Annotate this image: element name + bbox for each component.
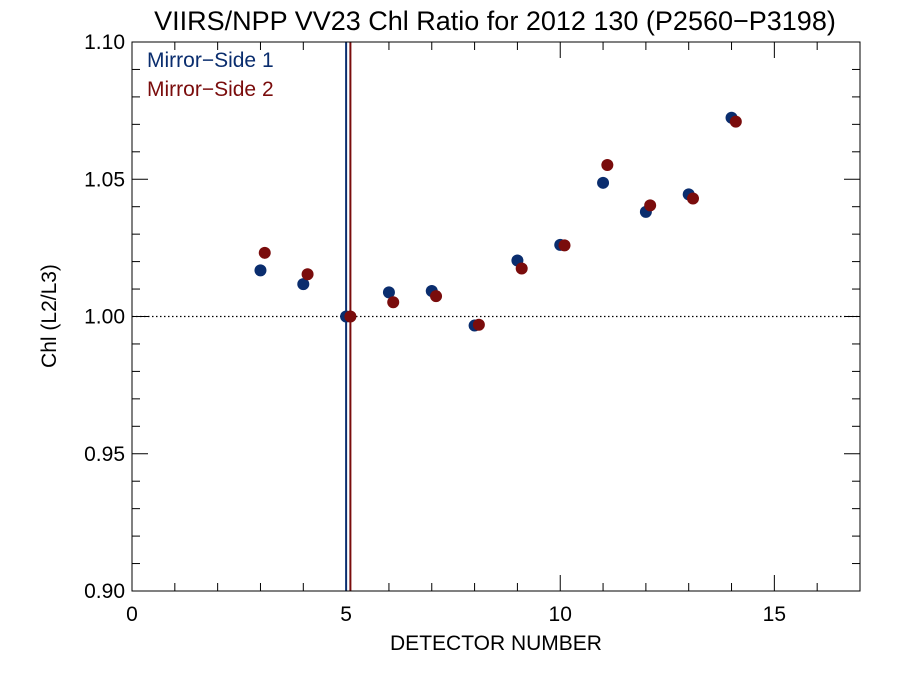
y-tick-label: 1.00 xyxy=(84,306,125,329)
series-2-point xyxy=(729,115,742,128)
y-tick-label: 1.10 xyxy=(84,31,125,54)
series-2-point xyxy=(344,310,357,323)
y-tick-label: 0.95 xyxy=(84,443,125,466)
series-2-point xyxy=(258,246,271,259)
series-2-point xyxy=(515,262,528,275)
series-2-point xyxy=(472,318,485,331)
series-1-point xyxy=(597,176,610,189)
y-axis-label: Chl (L2/L3) xyxy=(38,264,61,368)
legend-series-2: Mirror−Side 2 xyxy=(147,78,274,101)
series-2-point xyxy=(644,199,657,212)
y-tick-label: 0.90 xyxy=(84,580,125,603)
legend-series-1: Mirror−Side 1 xyxy=(147,49,274,72)
series-2-point xyxy=(686,192,699,205)
series-2-point xyxy=(601,158,614,171)
y-tick-label: 1.05 xyxy=(84,168,125,191)
series-2-point xyxy=(301,268,314,281)
plot-frame xyxy=(131,41,861,592)
x-tick-label: 10 xyxy=(549,603,572,626)
reference-lines xyxy=(132,42,860,591)
series-2-point xyxy=(430,290,443,303)
tick-labels: 0 5 10 15 0.90 0.95 1.00 1.05 1.10 xyxy=(84,31,786,626)
x-tick-label: 0 xyxy=(126,603,138,626)
series-1-point xyxy=(297,278,310,291)
x-axis-label: DETECTOR NUMBER xyxy=(390,632,602,655)
chart-title: VIIRS/NPP VV23 Chl Ratio for 2012 130 (P… xyxy=(154,6,836,36)
series-2-point xyxy=(558,239,571,252)
data-points xyxy=(254,111,742,332)
x-tick-label: 5 xyxy=(340,603,352,626)
series-1-point xyxy=(382,286,395,299)
x-tick-label: 15 xyxy=(763,603,786,626)
series-1-point xyxy=(254,264,267,277)
series-2-point xyxy=(387,296,400,309)
